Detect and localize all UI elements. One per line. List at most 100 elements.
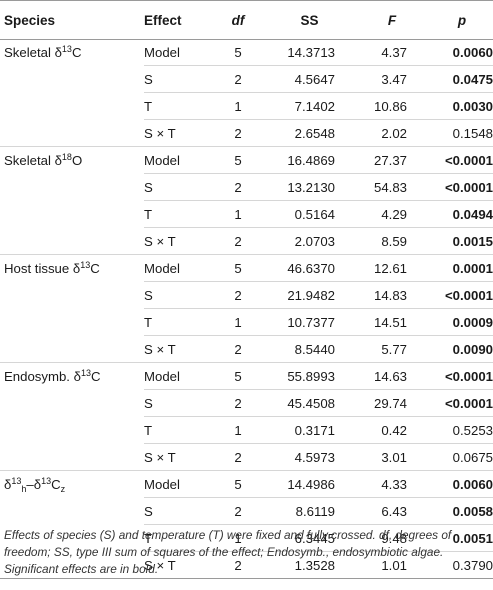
- df-cell: 2: [214, 281, 262, 309]
- df-cell: 2: [214, 173, 262, 201]
- df-cell: 2: [214, 551, 262, 579]
- species-cell-empty: [0, 335, 144, 363]
- ss-cell: 13.2130: [262, 173, 357, 201]
- ss-cell: 4.5973: [262, 443, 357, 471]
- p-cell: <0.0001: [427, 173, 493, 201]
- effect-cell: T: [144, 92, 214, 120]
- species-label: Skeletal δ13C: [0, 40, 144, 66]
- table-row: Host tissue δ13C Model 5 46.6370 12.61 0.0001: [0, 254, 493, 282]
- ss-cell: 7.1402: [262, 92, 357, 120]
- table-footnote: Effects of species (S) and temperature (…: [4, 528, 452, 576]
- ss-cell: 16.4869: [262, 146, 357, 174]
- table-row: T 1 10.7377 14.51 0.0009: [0, 308, 493, 336]
- species-cell-empty: [0, 551, 144, 579]
- f-cell: 14.63: [357, 362, 427, 390]
- table-body: Skeletal δ13C Model 5 14.3713 4.37 0.0060 S 2 4.…: [0, 39, 493, 579]
- species-label-part: z: [60, 483, 66, 494]
- p-cell: 0.0058: [427, 497, 493, 525]
- species-cell-empty: [0, 282, 144, 309]
- df-cell: 2: [214, 443, 262, 471]
- p-cell: 0.5253: [427, 416, 493, 444]
- table-row: S 2 21.9482 14.83 <0.0001: [0, 281, 493, 309]
- f-cell: 9.48: [357, 524, 427, 552]
- f-cell: 2.02: [357, 119, 427, 147]
- header-p: p: [427, 0, 493, 40]
- f-cell: 4.33: [357, 470, 427, 498]
- species-label-part: C: [90, 260, 100, 276]
- f-cell: 54.83: [357, 173, 427, 201]
- p-cell: 0.0060: [427, 39, 493, 66]
- table-row: Skeletal δ13C Model 5 14.3713 4.37 0.0060: [0, 39, 493, 66]
- species-label-part: Skeletal δ: [4, 45, 62, 61]
- df-cell: 1: [214, 416, 262, 444]
- header-row: Species Effect df SS F p: [0, 0, 493, 40]
- species-label-part: C: [51, 476, 61, 492]
- f-cell: 14.51: [357, 308, 427, 336]
- df-cell: 2: [214, 497, 262, 525]
- species-cell-empty: [0, 498, 144, 525]
- header-species: Species: [0, 0, 144, 40]
- table-row: S × T 2 2.0703 8.59 0.0015: [0, 227, 493, 255]
- table-row: S 2 45.4508 29.74 <0.0001: [0, 389, 493, 417]
- ss-cell: 10.7377: [262, 308, 357, 336]
- table-row: T 1 0.3171 0.42 0.5253: [0, 416, 493, 444]
- df-cell: 5: [214, 362, 262, 390]
- species-label-part: 13: [11, 475, 22, 486]
- p-cell: 0.0009: [427, 308, 493, 336]
- species-label: Endosymb. δ13C: [0, 363, 144, 390]
- f-cell: 27.37: [357, 146, 427, 174]
- species-label: Skeletal δ18O: [0, 147, 144, 174]
- ss-cell: 4.5647: [262, 65, 357, 93]
- species-cell-empty: [0, 201, 144, 228]
- species-label-part: O: [71, 152, 83, 168]
- f-cell: 0.42: [357, 416, 427, 444]
- species-cell-empty: [0, 174, 144, 201]
- df-cell: 2: [214, 227, 262, 255]
- species-label: δ13h–δ13Cz: [0, 471, 144, 498]
- p-cell: 0.0015: [427, 227, 493, 255]
- df-cell: 2: [214, 119, 262, 147]
- species-cell-empty: [0, 417, 144, 444]
- effect-cell: S × T: [144, 335, 214, 363]
- species-label-part: C: [91, 368, 101, 384]
- species-cell-empty: [0, 119, 144, 147]
- effect-cell: Model: [144, 146, 214, 174]
- header-f: F: [357, 0, 427, 40]
- table-row: S × T 2 2.6548 2.02 0.1548: [0, 119, 493, 147]
- f-cell: 5.77: [357, 335, 427, 363]
- table-row: S × T 2 8.5440 5.77 0.0090: [0, 335, 493, 363]
- ss-cell: 8.5440: [262, 335, 357, 363]
- species-cell-empty: [0, 93, 144, 120]
- p-cell: 0.0090: [427, 335, 493, 363]
- ss-cell: 2.0703: [262, 227, 357, 255]
- f-cell: 10.86: [357, 92, 427, 120]
- ss-cell: 0.3171: [262, 416, 357, 444]
- table-row: S 2 4.5647 3.47 0.0475: [0, 65, 493, 93]
- effect-cell: S × T: [144, 227, 214, 255]
- ss-cell: 14.4986: [262, 470, 357, 498]
- table-row: S 2 13.2130 54.83 <0.0001: [0, 173, 493, 201]
- p-cell: 0.0475: [427, 65, 493, 93]
- p-cell: 0.0051: [427, 524, 493, 552]
- effect-cell: T: [144, 308, 214, 336]
- ss-cell: 14.3713: [262, 39, 357, 66]
- ss-cell: 1.3528: [262, 551, 357, 579]
- df-cell: 5: [214, 39, 262, 66]
- df-cell: 2: [214, 389, 262, 417]
- df-cell: 5: [214, 470, 262, 498]
- species-label-part: 13: [41, 475, 52, 486]
- f-cell: 1.01: [357, 551, 427, 579]
- df-cell: 5: [214, 146, 262, 174]
- table-row: Endosymb. δ13C Model 5 55.8993 14.63 <0.0001: [0, 362, 493, 390]
- effect-cell: S: [144, 389, 214, 417]
- table-row: T 1 6.3445 9.48 0.0051: [0, 524, 493, 552]
- f-cell: 3.01: [357, 443, 427, 471]
- df-cell: 1: [214, 92, 262, 120]
- effect-cell: S: [144, 173, 214, 201]
- f-cell: 4.29: [357, 200, 427, 228]
- effect-cell: T: [144, 524, 214, 552]
- ss-cell: 8.6119: [262, 497, 357, 525]
- effect-cell: S: [144, 497, 214, 525]
- table-row: S × T 2 1.3528 1.01 0.3790: [0, 551, 493, 579]
- header-df: df: [214, 0, 262, 40]
